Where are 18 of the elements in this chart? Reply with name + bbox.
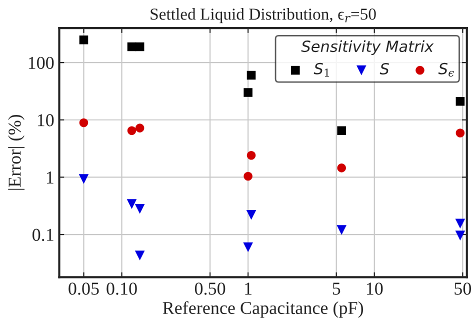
x-tick-label: 1 xyxy=(245,282,252,295)
y-axis-title: |Error| (%) xyxy=(8,114,25,190)
y-tick-label: 10 xyxy=(38,114,54,126)
legend-label: S$_{ϵ}$ xyxy=(438,62,454,77)
x-tick-label: 10 xyxy=(366,282,383,295)
x-axis-title: Reference Capacitance (pF) xyxy=(162,301,364,318)
legend-title: Sensitivity Matrix xyxy=(301,40,434,56)
x-tick-label: 50 xyxy=(454,282,472,295)
chart-title: Settled Liquid Distribution, ϵ$_{r}$=50 xyxy=(150,8,376,24)
x-tick-label: 0.50 xyxy=(194,282,226,295)
x-tick-label: 0.10 xyxy=(106,282,137,295)
y-tick-label: 1 xyxy=(46,172,54,184)
x-tick-label: 5 xyxy=(332,282,340,295)
y-tick-label: 100 xyxy=(28,56,54,69)
legend-label: S xyxy=(380,62,389,75)
x-tick-label: 0.05 xyxy=(68,282,99,295)
y-tick-label: 0.1 xyxy=(32,228,54,242)
legend-label: S$_{1}$ xyxy=(314,62,329,77)
